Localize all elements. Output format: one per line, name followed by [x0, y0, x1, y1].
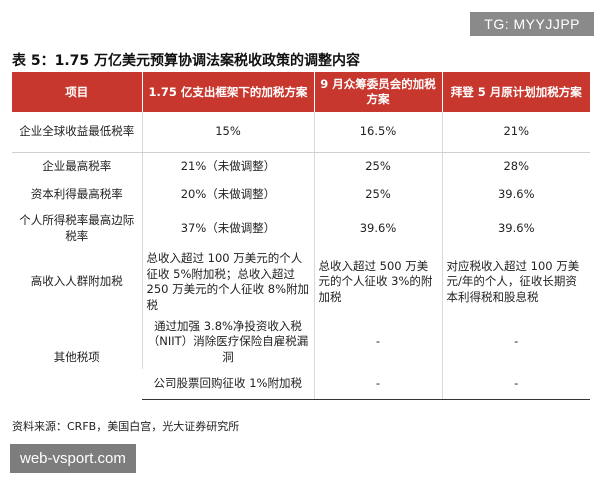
header-item: 项目: [12, 72, 142, 112]
table-row: 公司股票回购征收 1%附加税 - -: [12, 369, 590, 401]
cell-value: 总收入超过 100 万美元的个人征收 5%附加税；总收入超过 250 万美元的个…: [141, 249, 314, 316]
cell-value: -: [441, 315, 590, 370]
cell-value: 25%: [313, 152, 442, 181]
cell-value: 37%（未做调整）: [141, 209, 314, 249]
cell-value: -: [313, 315, 442, 370]
row-label: 个人所得税率最高边际税率: [19, 213, 135, 243]
table-title: 表 5：1.75 万亿美元预算协调法案税收政策的调整内容: [12, 53, 361, 69]
cell-value: 公司股票回购征收 1%附加税: [142, 369, 314, 401]
tg-badge: TG: MYYJJPP: [470, 12, 594, 36]
cell-value: -: [313, 369, 442, 401]
cell-value: 总收入超过 500 万美元的个人征收 3%的附加税: [313, 249, 442, 316]
row-label: 企业最高税率: [42, 159, 112, 174]
cell-value: 15%: [141, 112, 314, 153]
cell-value: 39.6%: [441, 209, 590, 249]
row-label: 企业全球收益最低税率: [12, 112, 142, 153]
cell-value: 通过加强 3.8%净投资收入税（NIIT）消除医疗保险自雇税漏洞: [141, 315, 314, 370]
table-row: 资本利得最高税率 20%（未做调整） 25% 39.6%: [12, 181, 590, 209]
cell-value: 16.5%: [313, 112, 442, 153]
watermark: web-vsport.com: [10, 444, 136, 473]
source-note: 资料来源：CRFB，美国白宫，光大证券研究所: [12, 420, 240, 433]
header-biden-plan: 拜登 5 月原计划加税方案: [441, 72, 590, 112]
table-row: 其他税项 通过加强 3.8%净投资收入税（NIIT）消除医疗保险自雇税漏洞 - …: [12, 315, 590, 370]
cell-value: 39.6%: [313, 209, 442, 249]
cell-value: 25%: [313, 181, 442, 209]
table-row: 企业全球收益最低税率 15% 16.5% 21%: [12, 112, 590, 153]
header-sept-plan: 9 月众筹委员会的加税方案: [313, 72, 442, 112]
cell-value: 对应税收入超过 100 万美元/年的个人，征收长期资本利得税和股息税: [441, 249, 590, 316]
cell-value: 39.6%: [441, 181, 590, 209]
row-label: 资本利得最高税率: [30, 187, 123, 202]
cell-value: 21%: [441, 112, 590, 153]
cell-value: 28%: [441, 152, 590, 181]
header-175-plan: 1.75 亿支出框架下的加税方案: [141, 72, 314, 112]
tax-table-container: 项目 1.75 亿支出框架下的加税方案 9 月众筹委员会的加税方案 拜登 5 月…: [12, 72, 590, 401]
cell-value: 20%（未做调整）: [141, 181, 314, 209]
tax-policy-table: 项目 1.75 亿支出框架下的加税方案 9 月众筹委员会的加税方案 拜登 5 月…: [12, 72, 590, 401]
table-header-row: 项目 1.75 亿支出框架下的加税方案 9 月众筹委员会的加税方案 拜登 5 月…: [12, 72, 590, 112]
cell-value: 21%（未做调整）: [141, 152, 314, 181]
table-row: 企业最高税率 21%（未做调整） 25% 28%: [12, 152, 590, 181]
row-label: 其他税项: [53, 349, 100, 364]
table-row: 个人所得税率最高边际税率 37%（未做调整） 39.6% 39.6%: [12, 209, 590, 249]
cell-value: -: [441, 369, 590, 401]
row-label: 高收入人群附加税: [30, 274, 123, 289]
table-row: 高收入人群附加税 总收入超过 100 万美元的个人征收 5%附加税；总收入超过 …: [12, 249, 590, 316]
